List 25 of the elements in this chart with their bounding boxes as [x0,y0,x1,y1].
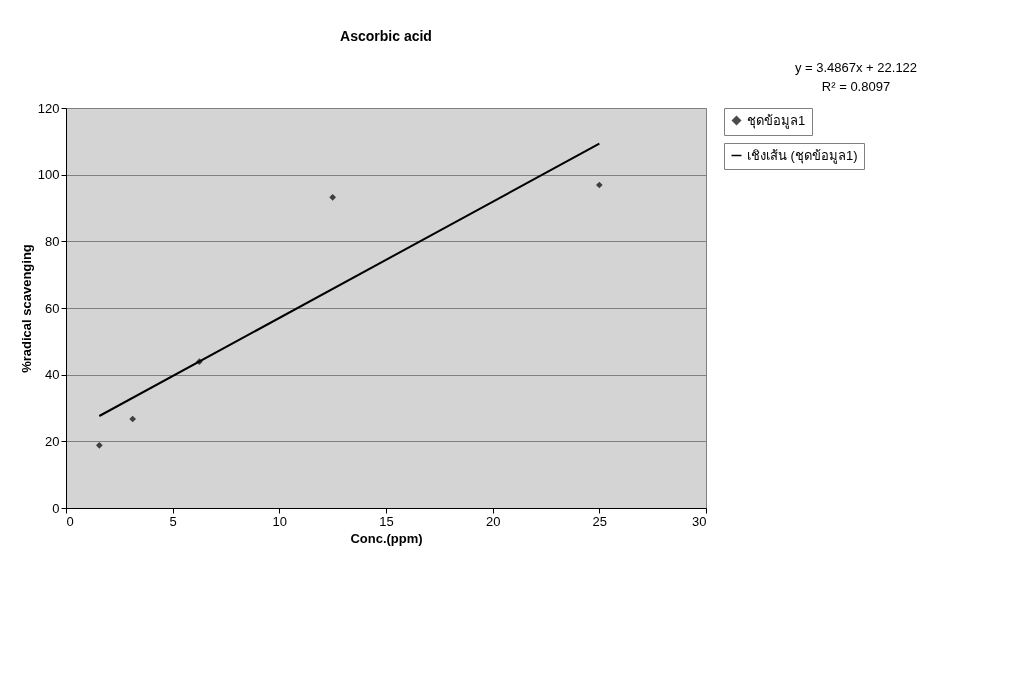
y-tick-label: 20 [45,433,60,449]
text: y = 3.4867x + 22.122 [794,60,918,75]
point [95,441,103,449]
y-tick-label: 100 [37,167,60,183]
x-axis-title: Conc.(ppm) [350,530,423,546]
x-tick-label: 10 [272,513,288,529]
y-tick-label: 120 [37,100,60,116]
y-tick-label: 0 [52,500,60,516]
x-tick-label: 15 [379,513,394,529]
legend-label: เชิงเส้น (ชุดข้อมูล1) [747,147,858,164]
y-axis-title: %radical scavenging [18,244,34,373]
x-tick-label: 5 [169,513,177,529]
point [129,415,137,423]
y-tick-label: 40 [45,367,60,383]
point [595,181,603,189]
y-tick-label: 80 [45,233,60,249]
x-tick-label: 20 [485,513,501,529]
text: R² = 0.8097 [821,79,891,94]
x-tick-label: 0 [66,513,74,529]
x-tick-label: 25 [592,513,608,529]
x-tick-label: 30 [692,513,707,529]
legend-label: ชุดข้อมูล1 [747,112,806,129]
point [329,193,337,201]
chart-title: Ascorbic acid [340,28,432,44]
y-tick-label: 60 [45,300,60,316]
